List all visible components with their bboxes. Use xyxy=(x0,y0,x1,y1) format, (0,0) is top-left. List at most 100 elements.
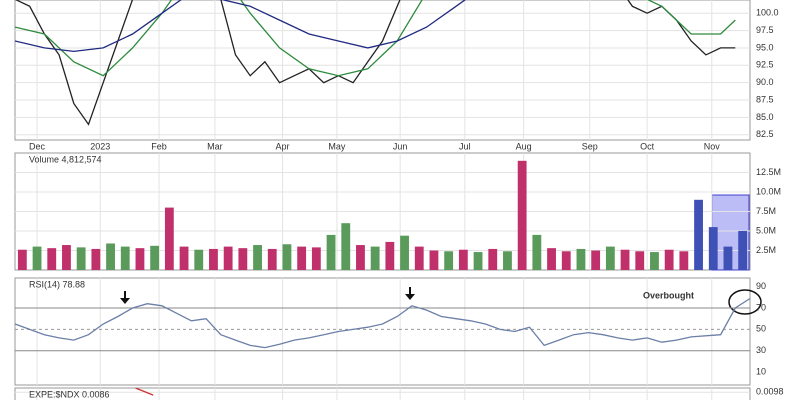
y-tick-label: 90 xyxy=(756,281,766,291)
x-tick-label: Sep xyxy=(582,141,598,151)
y-tick-label: 7.5M xyxy=(756,206,776,216)
y-tick-label: 90.0 xyxy=(756,77,774,87)
volume-bar xyxy=(458,249,468,270)
volume-bar xyxy=(32,246,42,270)
x-tick-label: Oct xyxy=(640,141,655,151)
x-tick-label: Dec xyxy=(29,141,46,151)
volume-bar xyxy=(297,246,307,270)
volume-bar xyxy=(503,251,512,270)
y-tick-label: 92.5 xyxy=(756,60,774,70)
y-tick-label: 30 xyxy=(756,345,766,355)
volume-bar xyxy=(694,199,703,270)
y-tick-label: 100.0 xyxy=(756,8,779,18)
rsi-panel xyxy=(14,277,751,386)
volume-bar xyxy=(532,234,542,270)
volume-bar xyxy=(738,231,748,270)
x-tick-label: Apr xyxy=(276,141,290,151)
volume-bar xyxy=(473,252,483,270)
volume-bar xyxy=(488,248,498,270)
volume-bar xyxy=(341,223,351,270)
x-tick-label: Feb xyxy=(151,141,167,151)
series-line xyxy=(135,388,154,396)
volume-bar xyxy=(517,160,527,270)
volume-bar xyxy=(429,250,439,270)
panel xyxy=(15,153,750,270)
series-line xyxy=(14,297,751,349)
y-tick-label: 12.5M xyxy=(756,167,781,177)
panel-title: EXPE:$NDX 0.0086 xyxy=(29,389,110,399)
volume-bar xyxy=(76,247,86,270)
volume-bar xyxy=(326,234,336,270)
x-tick-label: Jul xyxy=(459,141,471,151)
volume-bar xyxy=(223,246,233,270)
volume-bar xyxy=(120,246,130,270)
volume-bar xyxy=(444,251,454,270)
x-tick-label: 2023 xyxy=(90,141,110,151)
panel-title: Volume 4,812,574 xyxy=(29,154,102,164)
panel xyxy=(14,278,751,385)
volume-bar xyxy=(650,252,659,270)
arrow xyxy=(405,287,415,300)
highlight-circle xyxy=(728,289,762,315)
volume-bar xyxy=(723,246,733,270)
plot-layer: Dec 2023 Feb Mar Apr May Jun Jul Aug Sep Oct Nov 82.… xyxy=(14,0,784,400)
annotation: Overbought xyxy=(643,290,694,300)
volume-bar xyxy=(356,245,365,270)
panel xyxy=(15,388,750,400)
x-tick-label: May xyxy=(328,141,346,151)
y-tick-label: 95.0 xyxy=(756,42,774,52)
volume-bar xyxy=(164,207,174,270)
y-tick-label: 2.5M xyxy=(756,245,776,255)
series-line xyxy=(15,0,466,53)
volume-bar xyxy=(179,246,189,270)
y-tick-label: 85.0 xyxy=(756,112,774,122)
price-panel xyxy=(14,0,751,141)
volume-bar xyxy=(282,244,292,270)
volume-bar xyxy=(561,251,571,270)
volume-bar xyxy=(47,248,57,270)
y-tick-label: 82.5 xyxy=(756,129,774,139)
arrow xyxy=(120,291,130,304)
ratio-panel xyxy=(14,387,751,400)
y-tick-label: 10 xyxy=(756,367,766,377)
y-tick-label: 5.0M xyxy=(756,225,776,235)
x-tick-label: Aug xyxy=(516,141,532,151)
volume-bar xyxy=(679,251,689,270)
x-tick-label: Jun xyxy=(393,141,408,151)
volume-bar xyxy=(209,248,218,270)
volume-bar xyxy=(414,246,424,270)
y-tick-label: 0.0098 xyxy=(756,387,784,397)
series-line xyxy=(15,0,736,77)
volume-bar xyxy=(17,249,27,270)
volume-bar xyxy=(91,248,101,270)
volume-bar xyxy=(664,249,674,270)
y-tick-label: 97.5 xyxy=(756,25,774,35)
volume-bar xyxy=(135,248,145,270)
x-tick-label: Nov xyxy=(704,141,721,151)
volume-bar xyxy=(150,245,160,270)
volume-bar xyxy=(591,250,601,270)
volume-bar xyxy=(238,248,248,270)
volume-bar xyxy=(605,246,615,270)
volume-bar xyxy=(311,247,321,270)
volume-bar xyxy=(708,227,718,270)
y-tick-label: 50 xyxy=(756,324,766,334)
volume-bar xyxy=(400,235,409,270)
volume-bar xyxy=(62,245,71,270)
y-tick-label: 87.5 xyxy=(756,94,774,104)
y-tick-label: 10.0M xyxy=(756,186,781,196)
volume-bar xyxy=(635,251,645,270)
volume-bar xyxy=(385,241,395,270)
x-tick-label: Mar xyxy=(207,141,223,151)
volume-bar xyxy=(620,249,630,270)
volume-bar xyxy=(370,246,380,270)
volume-bar xyxy=(547,248,556,270)
series-line xyxy=(15,0,736,126)
volume-bar xyxy=(106,243,115,270)
panel xyxy=(15,0,750,140)
y-tick-label: 70 xyxy=(756,302,766,312)
panel-title: RSI(14) 78.88 xyxy=(29,279,85,289)
volume-bar xyxy=(194,249,204,270)
volume-bar xyxy=(267,248,277,270)
